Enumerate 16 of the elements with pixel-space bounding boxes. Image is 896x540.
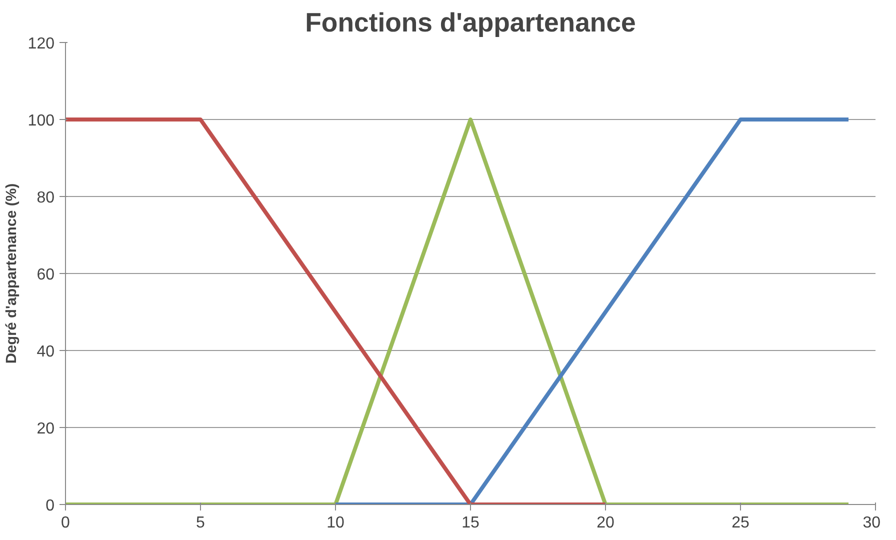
y-tick-label: 120 — [28, 36, 55, 52]
y-tick-label: 80 — [36, 190, 55, 206]
y-tick-label: 0 — [46, 498, 55, 514]
y-axis-title: Degré d'appartenance (%) — [4, 183, 20, 364]
y-tick-label: 100 — [28, 112, 55, 130]
y-tick-label: 60 — [36, 266, 55, 284]
y-tick-label: 40 — [36, 344, 55, 360]
x-tick-label: 20 — [596, 514, 614, 532]
x-tick-label: 10 — [326, 514, 344, 532]
x-tick-label: 15 — [462, 514, 480, 532]
x-tick-label: 0 — [61, 514, 70, 532]
x-tick-label: 25 — [732, 514, 750, 532]
x-tick-label: 30 — [862, 514, 881, 532]
x-tick-label: 5 — [196, 514, 206, 532]
chart-title: Fonctions d'appartenance — [305, 8, 636, 38]
y-tick-label: 20 — [36, 420, 55, 438]
